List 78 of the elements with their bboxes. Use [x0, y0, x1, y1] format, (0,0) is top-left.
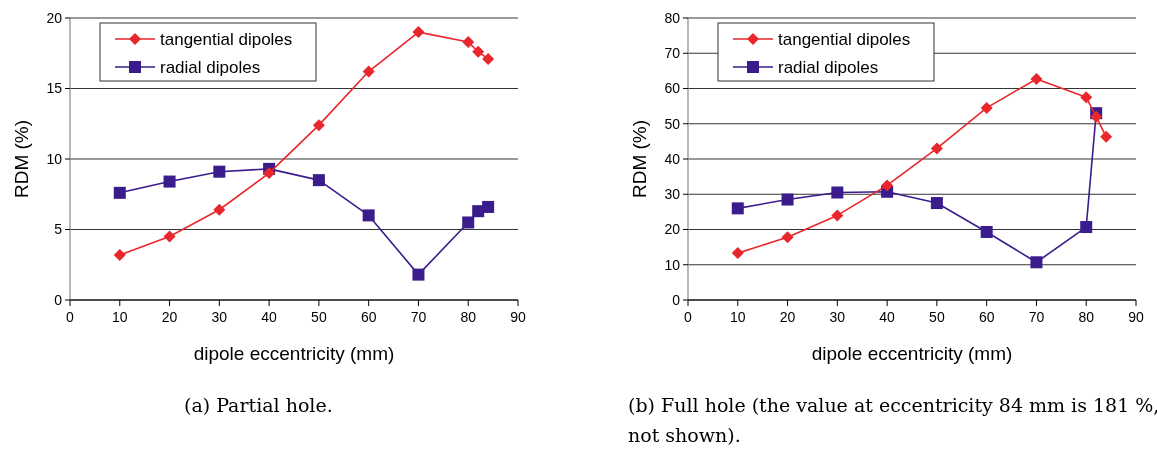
legend-label: radial dipoles: [778, 57, 879, 77]
x-tick-label: 80: [1078, 309, 1095, 325]
point: [1030, 72, 1043, 85]
point: [930, 142, 943, 155]
point: [412, 26, 425, 39]
text: (b) Full hole (the value at eccentricity 84 mm is 181 %, not shown).: [628, 394, 1157, 446]
y-tick-label: 15: [46, 80, 63, 97]
point: [412, 268, 425, 281]
point: [1100, 130, 1113, 143]
x-tick-label: 0: [66, 309, 75, 325]
point: [312, 174, 325, 187]
point: [113, 186, 126, 199]
x-tick-label: 40: [261, 309, 278, 325]
x-tick-label: 60: [360, 309, 377, 325]
point: [362, 209, 375, 222]
legend-label: tangential dipoles: [160, 29, 293, 49]
y-tick-label: 20: [664, 221, 681, 238]
point: [1030, 256, 1043, 269]
x-tick-label: 40: [879, 309, 896, 325]
y-tick-label: 50: [664, 115, 681, 132]
point: [362, 65, 375, 78]
point: [113, 248, 126, 261]
y-tick-label: 70: [664, 45, 681, 62]
point: [781, 193, 794, 206]
x-tick-label: 70: [410, 309, 427, 325]
x-tick-label: 20: [161, 309, 178, 325]
y-tick-label: 0: [54, 291, 63, 308]
point: [213, 165, 226, 178]
y-tick-label: 60: [664, 80, 681, 97]
point: [163, 175, 176, 188]
point: [831, 186, 844, 199]
x-axis-title: dipole eccentricity (mm): [811, 343, 1013, 364]
y-tick-label: 0: [672, 291, 681, 308]
x-tick-label: 20: [779, 309, 796, 325]
point: [312, 119, 325, 132]
point: [881, 179, 894, 192]
y-tick-label: 80: [664, 9, 681, 26]
point: [731, 247, 744, 260]
y-tick-label: 20: [46, 9, 63, 26]
x-tick-label: 70: [1028, 309, 1045, 325]
legend-label: radial dipoles: [160, 57, 261, 77]
y-tick-label: 30: [664, 186, 681, 203]
point: [731, 202, 744, 215]
x-tick-label: 80: [460, 309, 477, 325]
point: [213, 203, 226, 216]
point: [462, 216, 475, 229]
point: [472, 45, 485, 58]
point: [163, 230, 176, 243]
y-axis-title: RDM (%): [629, 119, 650, 199]
x-tick-label: 90: [1128, 309, 1144, 325]
point: [482, 52, 495, 65]
point: [930, 197, 943, 210]
x-tick-label: 10: [111, 309, 128, 325]
point: [1080, 221, 1093, 234]
point: [781, 231, 794, 244]
point: [980, 225, 993, 238]
y-tick-label: 40: [664, 150, 681, 167]
x-axis-title: dipole eccentricity (mm): [193, 343, 395, 364]
x-tick-label: 30: [829, 309, 846, 325]
point: [980, 101, 993, 114]
x-tick-label: 0: [684, 309, 693, 325]
point: [1080, 91, 1093, 104]
y-axis-title: RDM (%): [11, 119, 32, 199]
x-tick-label: 50: [311, 309, 327, 325]
x-tick-label: 30: [211, 309, 228, 325]
x-tick-label: 50: [929, 309, 945, 325]
x-tick-label: 60: [978, 309, 995, 325]
point: [831, 209, 844, 222]
point: [263, 167, 276, 180]
text: (a) Partial hole.: [184, 394, 333, 416]
y-tick-label: 10: [664, 256, 681, 273]
point: [462, 35, 475, 48]
legend-label: tangential dipoles: [778, 29, 911, 49]
point: [482, 200, 495, 213]
y-tick-label: 5: [54, 221, 63, 238]
x-tick-label: 90: [510, 309, 526, 325]
y-tick-label: 10: [46, 150, 63, 167]
x-tick-label: 10: [729, 309, 746, 325]
